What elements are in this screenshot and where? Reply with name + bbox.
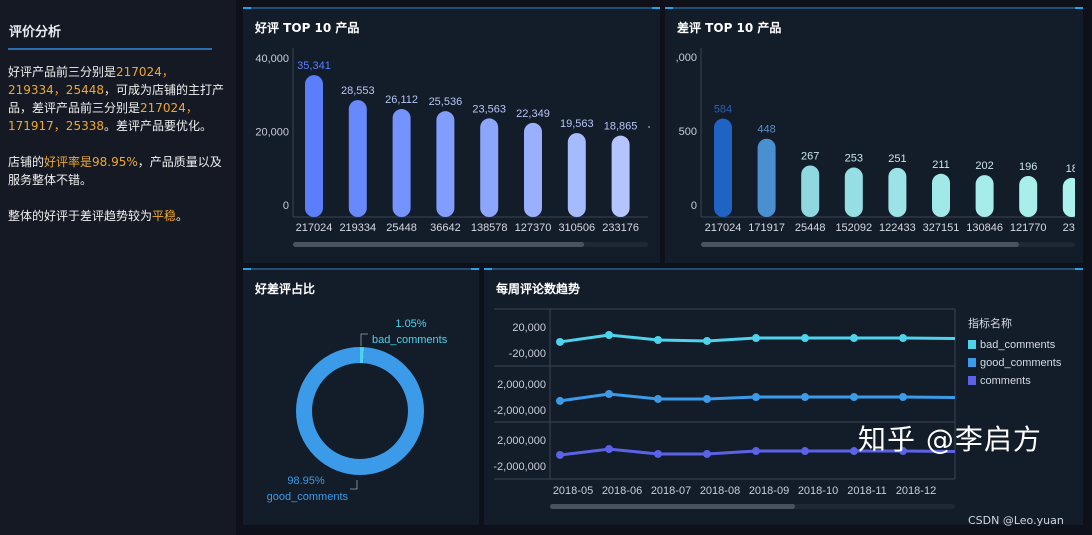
paragraph-good-rate: 店铺的好评率是98.95%，产品质量以及服务整体不错。 [8,153,230,189]
panel-title: 好评 TOP 10 产品 [255,21,360,35]
text: ，可成为店铺的主打产品，差评产品前三分别是 [8,83,224,115]
csdn-watermark: CSDN @Leo.yuan [968,514,1064,527]
good-top10-panel: 好评 TOP 10 产品 [243,7,660,263]
analysis-text: 好评产品前三分别是217024，219334，25448，可成为店铺的主打产品，… [8,63,230,243]
divider [8,48,212,50]
weekly-trend-panel: 每周评论数趋势 [484,268,1083,525]
highlight: 217024，171917，25338 [8,101,198,133]
zhihu-watermark: 知乎 @李启方 [858,423,1042,456]
text: ，产品质量以及服务整体不错。 [8,155,222,187]
analysis-sidebar: 评价分析 好评产品前三分别是217024，219334，25448，可成为店铺的… [0,0,236,535]
text: 。 [176,209,189,223]
text: 店铺的 [8,155,45,169]
ratio-panel: 好差评占比 [243,268,479,525]
paragraph-top-products: 好评产品前三分别是217024，219334，25448，可成为店铺的主打产品，… [8,63,230,135]
text: 。差评产品要优化。 [103,119,212,133]
panel-title: 好差评占比 [255,282,316,296]
highlight: 好评率是98.95% [44,155,138,169]
highlight: 平稳 [152,209,177,223]
panel-title: 每周评论数趋势 [496,282,581,296]
bad-top10-panel: 差评 TOP 10 产品 [665,7,1083,263]
paragraph-trend: 整体的好评于差评趋势较为平稳。 [8,207,230,225]
text: 好评产品前三分别是 [8,65,117,79]
panel-title: 差评 TOP 10 产品 [677,21,782,35]
text: 整体的好评于差评趋势较为 [8,209,153,223]
highlight: 217024，219334，25448 [8,65,174,97]
sidebar-title: 评价分析 [9,25,62,40]
